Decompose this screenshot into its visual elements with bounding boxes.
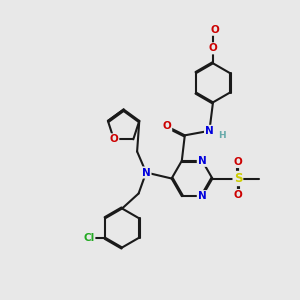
Text: N: N — [198, 156, 207, 166]
Text: N: N — [142, 167, 151, 178]
Text: O: O — [233, 190, 242, 200]
Text: O: O — [110, 134, 118, 144]
Text: O: O — [208, 43, 217, 53]
Text: O: O — [210, 25, 219, 35]
Text: Cl: Cl — [83, 233, 94, 243]
Text: H: H — [218, 131, 226, 140]
Text: O: O — [162, 121, 171, 131]
Text: N: N — [205, 126, 214, 136]
Text: O: O — [233, 157, 242, 167]
Text: N: N — [198, 191, 207, 201]
Text: S: S — [234, 172, 242, 185]
